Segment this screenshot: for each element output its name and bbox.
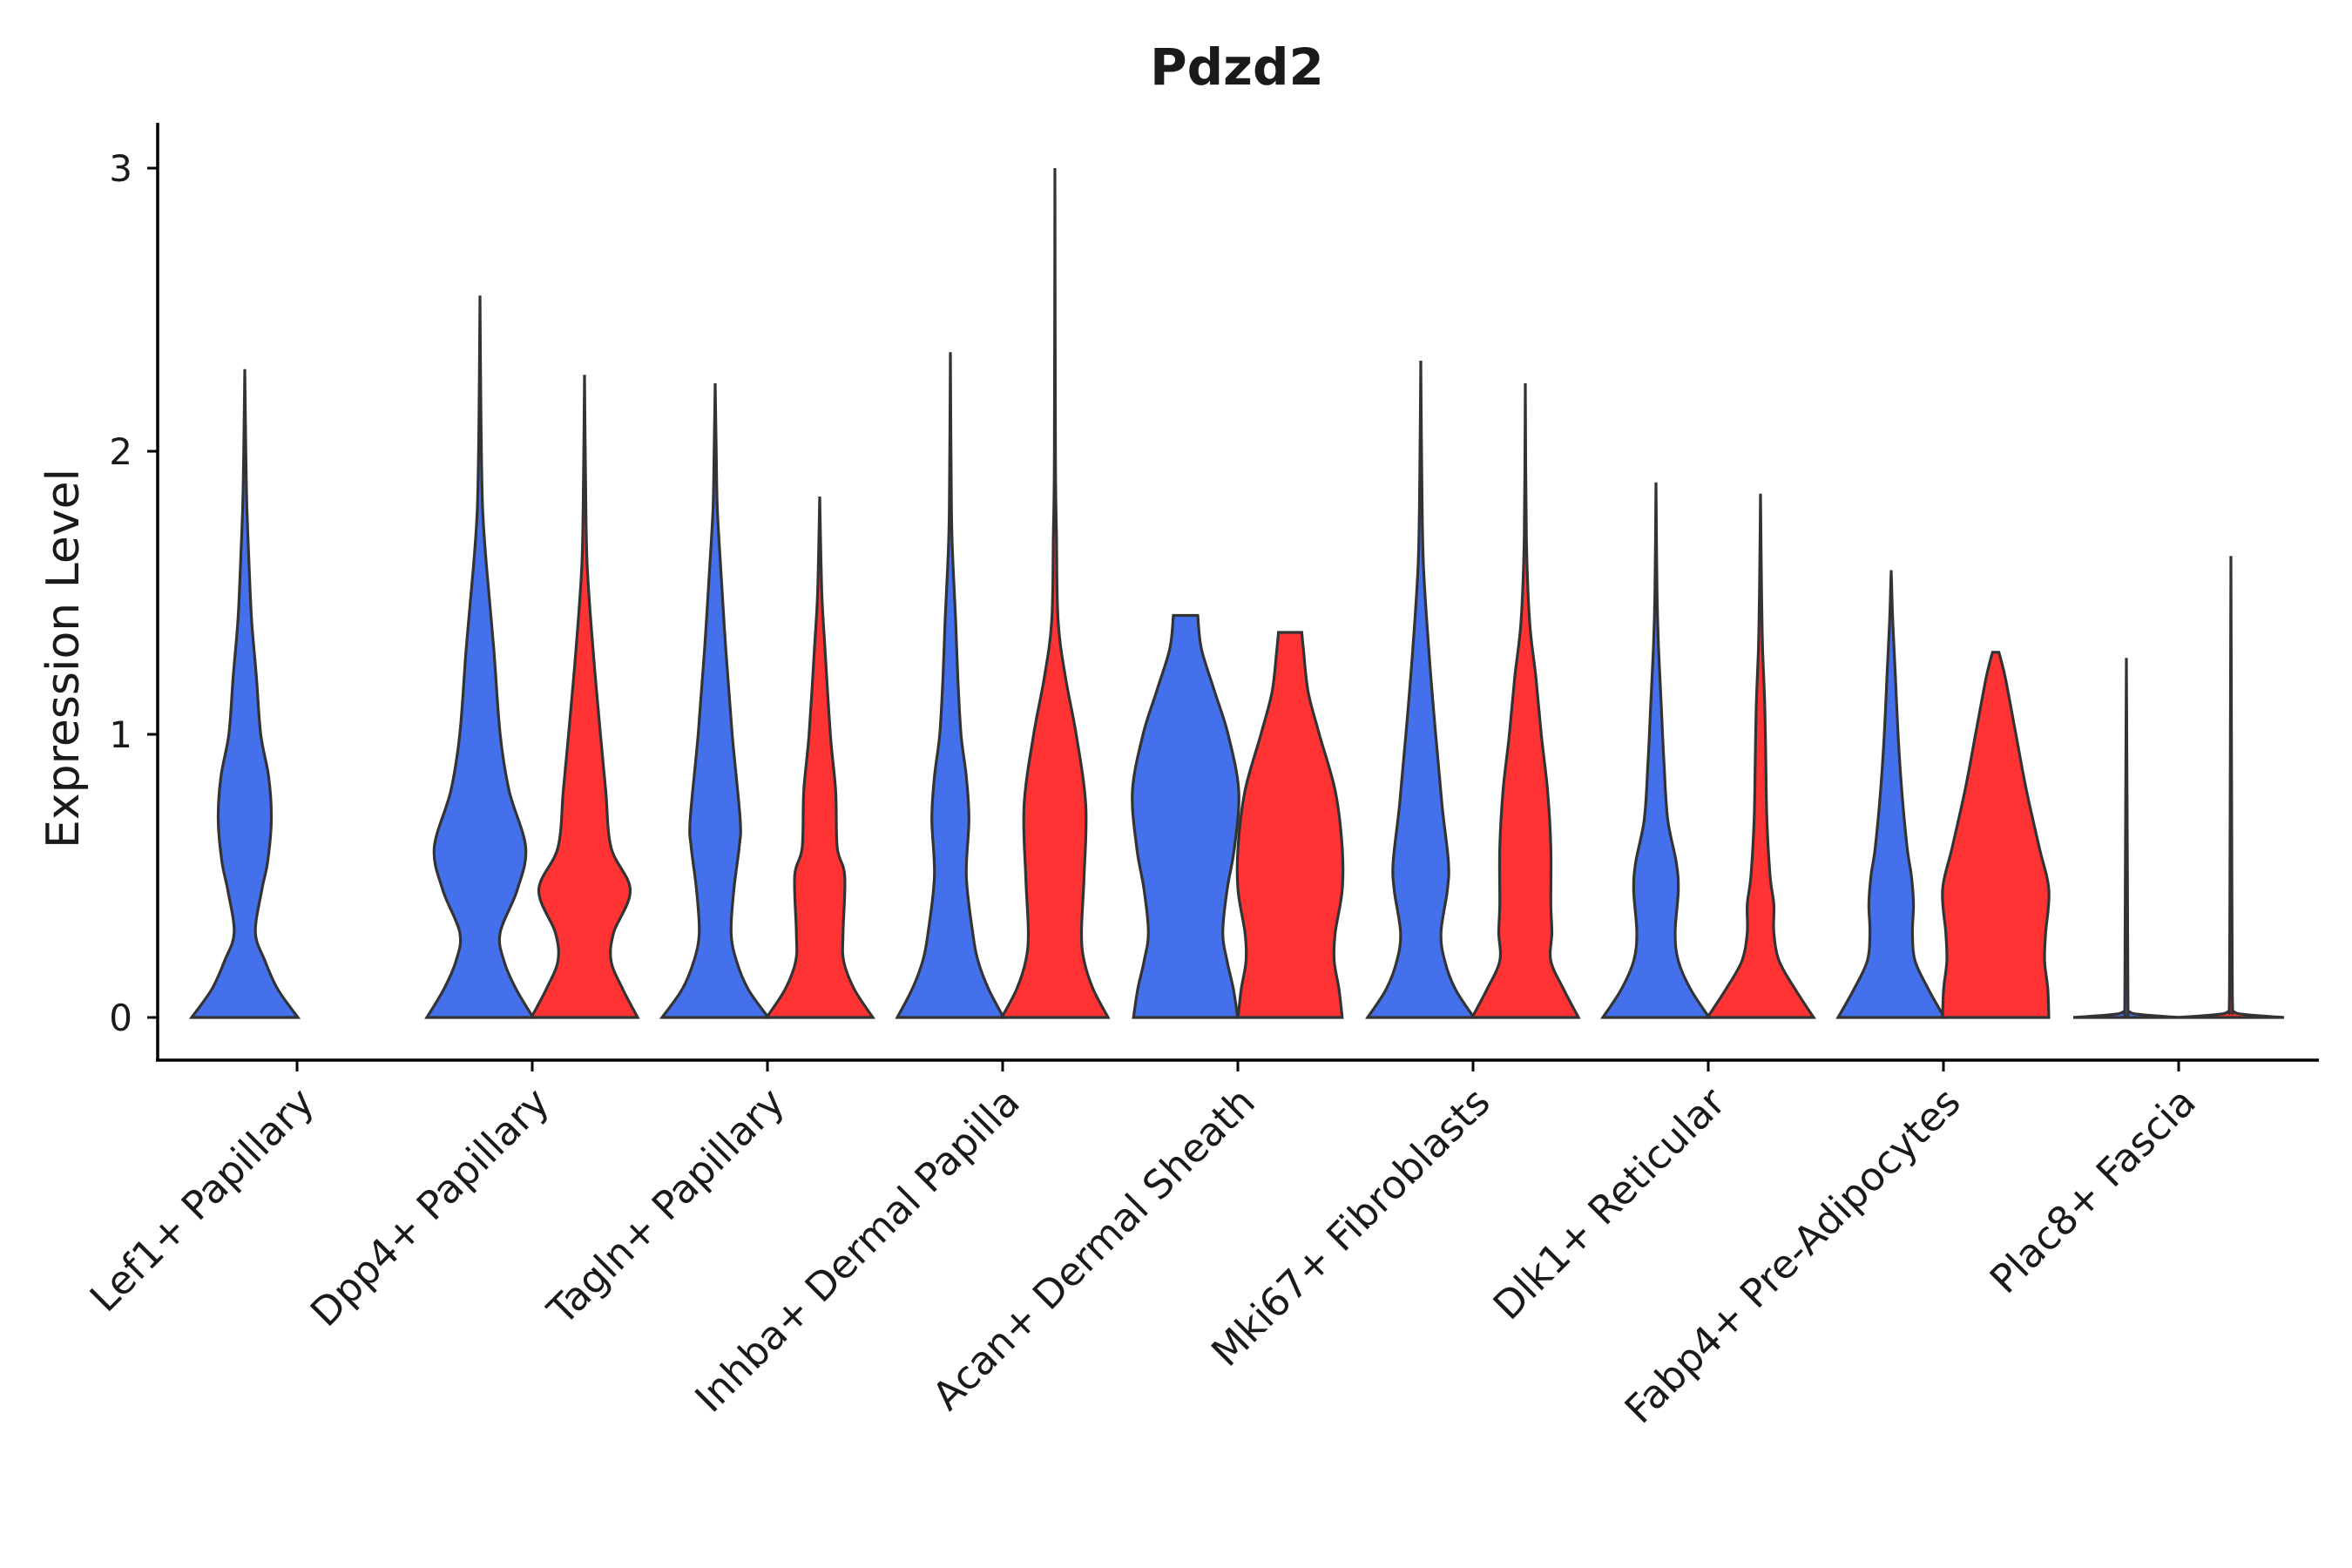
y-tick-label: 3 (109, 147, 132, 190)
violin-3-group-2 (764, 496, 875, 1019)
violin-8-group-2 (1941, 651, 2051, 1019)
y-ticks: 0 1 2 3 (109, 147, 158, 1039)
violin-4-group-2 (999, 167, 1111, 1019)
y-tick-label: 0 (109, 997, 132, 1039)
x-category-label: Lef1+ Papillary (81, 1078, 323, 1321)
chart-title: Pdzd2 (1150, 37, 1324, 97)
x-category-label: Dpp4+ Papillary (301, 1078, 558, 1335)
violin-6-group-2 (1470, 382, 1581, 1019)
violin-2-group-2 (529, 375, 640, 1019)
violin-3-group-1 (659, 382, 772, 1019)
violin-6-group-1 (1365, 360, 1477, 1019)
violin-1-group-1 (188, 368, 301, 1019)
violin-2-group-1 (424, 295, 536, 1019)
x-category-label: Plac8+ Fascia (1981, 1078, 2205, 1302)
violin-5-group-2 (1235, 631, 1345, 1019)
violin-9-group-2 (2177, 556, 2285, 1019)
y-tick-label: 2 (109, 430, 132, 473)
violin-5-group-1 (1131, 613, 1240, 1019)
violins-layer (188, 167, 2285, 1019)
violin-8-group-1 (1835, 570, 1947, 1019)
x-category-label: Tagln+ Papillary (538, 1078, 794, 1334)
violin-7-group-2 (1705, 493, 1816, 1019)
violin-7-group-1 (1600, 482, 1712, 1019)
y-tick-label: 1 (109, 713, 132, 756)
violin-4-group-1 (895, 352, 1006, 1019)
violin-9-group-1 (2072, 658, 2180, 1019)
x-category-label: Dlk1+ Reticular (1484, 1078, 1734, 1328)
y-axis-title: Expression Level (37, 469, 90, 848)
